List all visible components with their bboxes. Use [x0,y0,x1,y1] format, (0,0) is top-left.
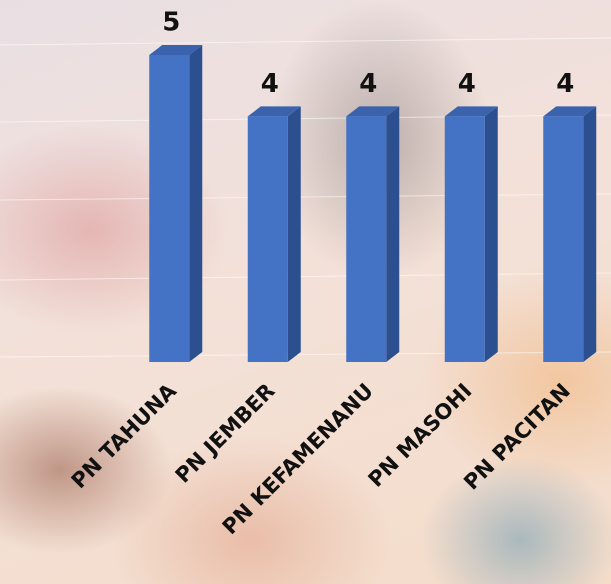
bar [444,116,485,363]
data-label: 5 [162,8,180,38]
bar-top [247,106,301,117]
bar-side [386,106,400,363]
bar-side [287,106,301,363]
data-label: 4 [359,69,377,99]
data-label: 4 [261,69,279,99]
data-label: 4 [556,69,574,99]
bar [543,116,584,363]
bar-top [149,45,203,55]
background-lines [0,37,611,358]
bar-side [583,106,597,363]
bar [346,116,387,363]
bar [149,55,190,362]
x-tick-label: PN JEMBER [171,379,280,488]
bar [247,116,288,363]
bar-top [543,106,597,117]
x-tick-label: PN MASOHI [364,379,477,492]
bar-side [189,45,203,362]
data-label: 4 [458,69,476,99]
bar-top [444,106,498,117]
bar-side [484,106,498,363]
bar-top [346,106,400,117]
x-tick-label: PN PACITAN [459,379,575,495]
x-tick-label: PN TAHUNA [67,378,182,493]
